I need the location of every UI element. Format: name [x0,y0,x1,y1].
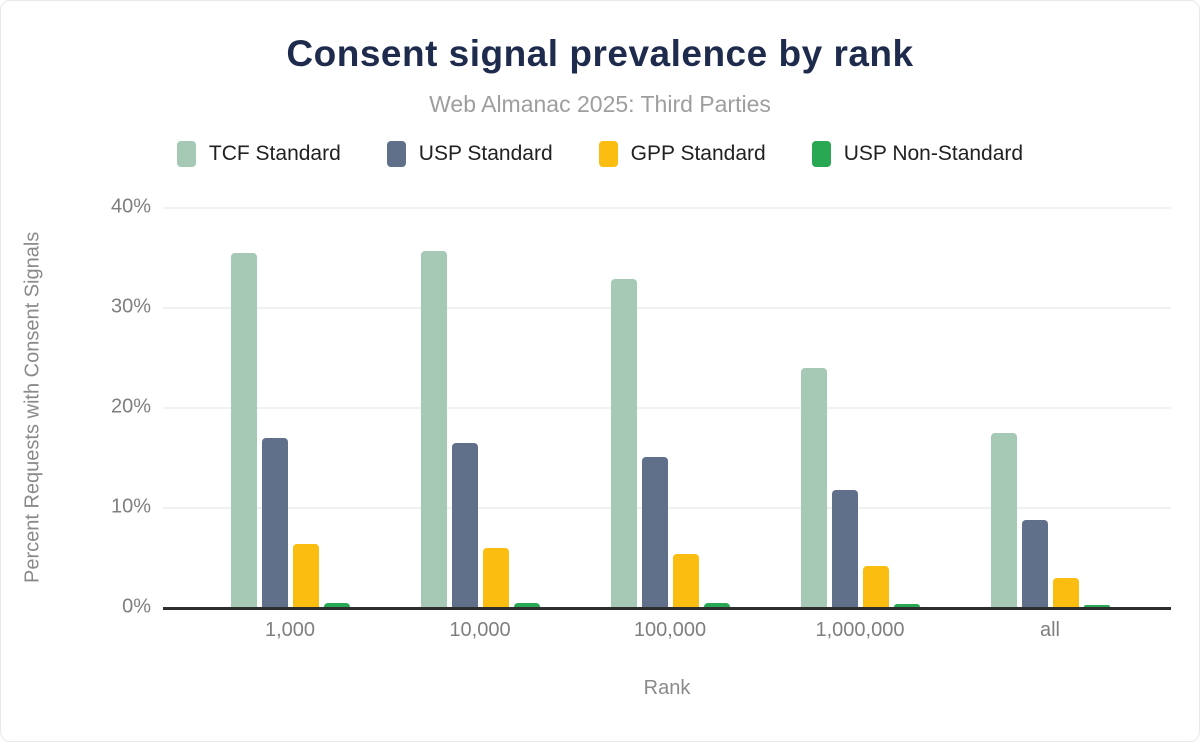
legend-item-tcf-standard: TCF Standard [176,141,341,167]
bar-tcf-standard-100-000 [610,279,637,607]
legend-label: USP Non-Standard [843,142,1024,165]
bar-group-1-000-000 [800,207,920,607]
bar-usp-non-standard-100-000 [703,603,730,607]
bar-usp-non-standard-1-000-000 [893,604,920,607]
x-axis-title: Rank [643,677,691,699]
y-tick-label: 40% [110,195,151,218]
bar-gpp-standard-100-000 [672,554,699,607]
bar-tcf-standard-1-000-000 [800,368,827,607]
bar-usp-non-standard-all [1083,605,1110,607]
legend-item-usp-non-standard: USP Non-Standard [811,141,1024,167]
legend-label: USP Standard [418,142,553,165]
bar-tcf-standard-1-000 [230,253,257,607]
chart-title: Consent signal prevalence by rank [286,33,914,74]
bar-usp-standard-1-000 [261,438,288,607]
bar-gpp-standard-1-000-000 [862,566,889,607]
bar-groups-row [163,207,1171,607]
x-tick-label: 1,000,000 [815,619,905,641]
legend-label: GPP Standard [630,142,766,165]
bar-tcf-standard-all [990,433,1017,607]
bar-usp-standard-100-000 [641,457,668,607]
bar-usp-standard-10-000 [451,443,478,607]
legend-swatch-icon [386,141,406,167]
bar-group-all [990,207,1110,607]
x-tick-label: all [1039,619,1060,641]
bar-gpp-standard-all [1052,578,1079,607]
bar-group-100-000 [610,207,730,607]
x-tick-label: 10,000 [449,619,511,641]
bar-usp-standard-all [1021,520,1048,607]
y-tick-label: 10% [110,495,151,518]
plot-area [163,207,1171,610]
legend-item-usp-standard: USP Standard [386,141,553,167]
legend-swatch-icon [176,141,196,167]
y-tick-label: 30% [110,295,151,318]
bar-gpp-standard-10-000 [482,548,509,607]
legend-label: TCF Standard [208,142,341,165]
bar-gpp-standard-1-000 [292,544,319,607]
bar-usp-non-standard-1-000 [323,603,350,607]
x-tick-label: 1,000 [264,619,316,641]
bar-group-10-000 [420,207,540,607]
x-tick-label: 100,000 [633,619,707,641]
y-tick-label: 0% [122,595,151,618]
legend-swatch-icon [598,141,618,167]
bar-tcf-standard-10-000 [420,251,447,607]
y-axis-ticks: 40% 30% 20% 10% 0% [1,196,151,618]
chart-subtitle: Web Almanac 2025: Third Parties [429,91,771,117]
bar-usp-non-standard-10-000 [513,603,540,607]
x-axis-labels: 1,000 10,000 100,000 1,000,000 all [163,619,1171,642]
y-tick-label: 20% [110,395,151,418]
bar-usp-standard-1-000-000 [831,490,858,607]
bar-group-1-000 [230,207,350,607]
legend-swatch-icon [811,141,831,167]
legend: TCF Standard USP Standard GPP Standard USP … [1,141,1199,167]
legend-item-gpp-standard: GPP Standard [598,141,766,167]
